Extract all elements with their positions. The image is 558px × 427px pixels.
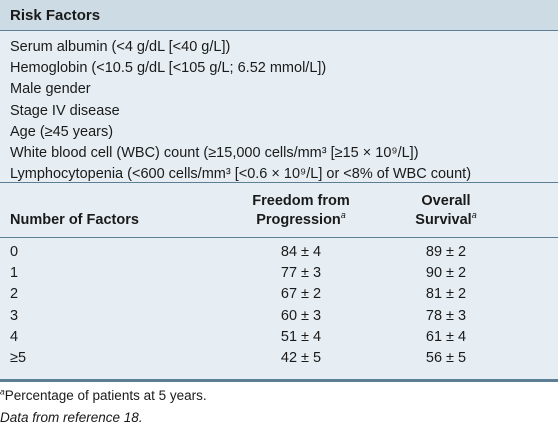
risk-factor-item: Age (≥45 years) — [10, 123, 114, 140]
cell-os: 90 ± 2 — [425, 265, 467, 282]
cell-factors: ≥5 — [10, 349, 27, 366]
risk-factor-table: Risk Factors Serum albumin (<4 g/dL [<40… — [0, 0, 558, 381]
table-row: 2 67 ± 2 81 ± 2 — [0, 284, 558, 305]
cell-factors: 1 — [10, 265, 19, 282]
cell-os: 89 ± 2 — [425, 244, 467, 260]
cell-factors: 0 — [10, 244, 19, 260]
risk-factor-item: Serum albumin (<4 g/dL [<40 g/L]) — [10, 39, 231, 55]
column-header-factors: Number of Factors — [10, 212, 139, 228]
table-body: 0 84 ± 4 89 ± 2 1 77 ± 3 90 ± 2 2 67 ± 2… — [0, 238, 558, 369]
table-row: ≥5 42 ± 5 56 ± 5 — [0, 348, 558, 369]
table-footnote: aPercentage of patients at 5 years. — [0, 387, 207, 405]
table-row: 4 51 ± 4 61 ± 4 — [0, 327, 558, 348]
table-bottom-rule — [0, 379, 558, 382]
cell-os: 81 ± 2 — [425, 286, 467, 303]
risk-factor-item: Lymphocytopenia (<600 cells/mm³ [<0.6 × … — [10, 166, 472, 183]
table-row: 0 84 ± 4 89 ± 2 — [0, 242, 558, 263]
cell-ffp: 67 ± 2 — [280, 286, 322, 303]
cell-os: 56 ± 5 — [425, 349, 467, 366]
cell-ffp: 84 ± 4 — [280, 244, 322, 260]
risk-factor-item: White blood cell (WBC) count (≥15,000 ce… — [10, 144, 419, 161]
cell-ffp: 42 ± 5 — [280, 349, 322, 366]
cell-ffp: 60 ± 3 — [280, 307, 322, 324]
cell-os: 78 ± 3 — [425, 307, 467, 324]
column-header-ffp-line1: Freedom from — [252, 193, 350, 209]
column-header-os-line2: Survival — [415, 212, 472, 228]
footnote-marker: a — [340, 210, 346, 221]
cell-factors: 3 — [10, 307, 19, 324]
footnote-text: Percentage of patients at 5 years. — [4, 388, 207, 403]
table-row: 1 77 ± 3 90 ± 2 — [0, 263, 558, 284]
footnote-marker: a — [0, 386, 5, 397]
table-row: 3 60 ± 3 78 ± 3 — [0, 306, 558, 327]
risk-factor-item: Male gender — [10, 81, 91, 98]
section-header-label: Risk Factors — [10, 6, 101, 24]
cell-os: 61 ± 4 — [425, 328, 467, 345]
column-header-os-line1: Overall — [421, 193, 471, 209]
cell-ffp: 51 ± 4 — [280, 328, 322, 345]
column-header-row: Number of Factors Freedom from Progressi… — [0, 183, 558, 238]
table-source-note: Data from reference 18. — [0, 410, 143, 425]
column-header-ffp-line2: Progression — [256, 212, 341, 228]
cell-factors: 4 — [10, 328, 19, 345]
table-section-header: Risk Factors — [0, 0, 558, 31]
footnote-marker: a — [471, 210, 477, 221]
risk-factor-item: Stage IV disease — [10, 102, 120, 119]
cell-ffp: 77 ± 3 — [280, 265, 322, 282]
cell-factors: 2 — [10, 286, 19, 303]
column-header-overall-survival: Overall Survivala — [401, 192, 491, 230]
risk-factor-item: Hemoglobin (<10.5 g/dL [<105 g/L; 6.52 m… — [10, 60, 327, 77]
risk-factor-list: Serum albumin (<4 g/dL [<40 g/L]) Hemogl… — [0, 31, 558, 183]
column-header-freedom-from-progression: Freedom from Progressiona — [246, 192, 356, 230]
